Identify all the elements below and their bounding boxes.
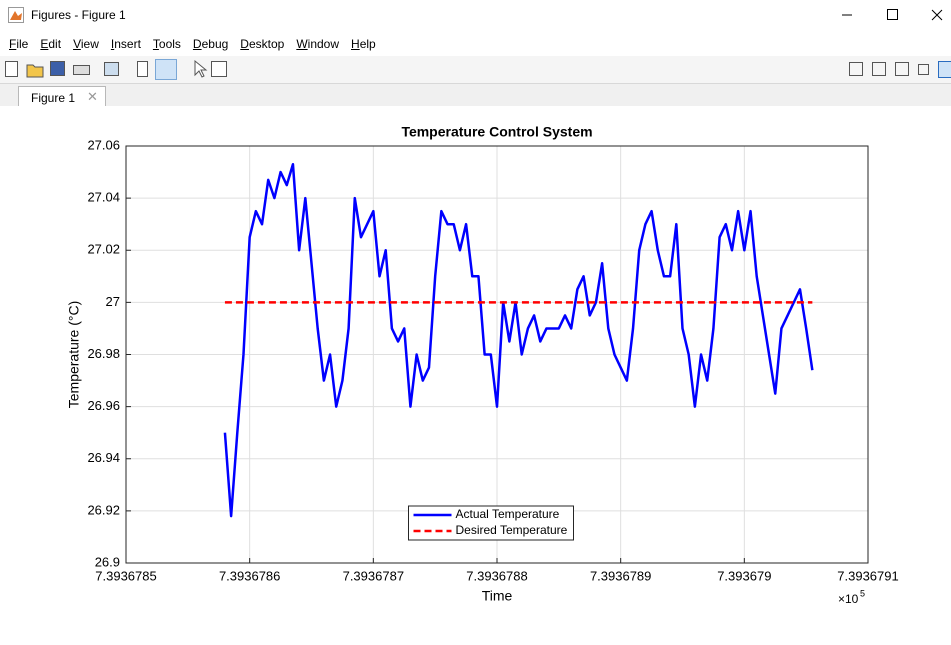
data-line — [223, 162, 814, 518]
x-tick-label: 7.3936786 — [219, 568, 280, 583]
legend-label: Actual Temperature — [456, 507, 560, 521]
maximize-button[interactable] — [887, 9, 898, 20]
y-tick-label: 26.96 — [87, 398, 120, 413]
tab-close[interactable]: ✕ — [87, 89, 98, 104]
y-tick-label: 27.06 — [87, 137, 120, 152]
y-tick-label: 27 — [106, 294, 120, 309]
title-bar: Figures - Figure 1 — [0, 0, 951, 30]
layout-icon[interactable] — [872, 62, 886, 76]
menu-item[interactable]: Window — [296, 37, 340, 51]
x-tick-label: 7.3936787 — [343, 568, 404, 583]
menu-item[interactable]: Help — [351, 37, 376, 51]
colorbar-icon[interactable] — [137, 61, 148, 77]
toolbar-icons — [5, 59, 951, 80]
x-axis-label: Time — [482, 588, 513, 604]
x-tick-label: 7.393679 — [717, 568, 771, 583]
pointer-icon[interactable] — [194, 59, 208, 78]
y-tick-label: 27.04 — [87, 190, 120, 205]
x-scale-label: ×10 — [838, 592, 859, 606]
y-tick-label: 26.98 — [87, 346, 120, 361]
menu-item[interactable]: View — [73, 37, 99, 51]
x-scale-exponent: 5 — [860, 588, 865, 598]
menu-item[interactable]: Insert — [110, 37, 141, 51]
property-icon[interactable] — [211, 61, 227, 77]
menu-item[interactable]: File — [9, 37, 29, 51]
undock-icon[interactable] — [918, 64, 929, 75]
legend-icon[interactable] — [155, 59, 177, 80]
figure-tab[interactable]: Figure 1 ✕ — [18, 86, 106, 107]
y-tick-label: 27.02 — [87, 242, 120, 257]
y-tick-label: 26.94 — [87, 450, 120, 465]
link-icon[interactable] — [104, 62, 119, 76]
menu-item[interactable]: Desktop — [240, 37, 285, 51]
close-button[interactable] — [931, 9, 943, 21]
window-controls — [842, 9, 943, 21]
menu-item[interactable]: Tools — [152, 37, 181, 51]
tab-strip: Figure 1 ✕ — [0, 84, 951, 107]
menu-item[interactable]: Debug — [192, 37, 229, 51]
y-axis-label: Temperature (°C) — [66, 301, 82, 409]
axes-box — [125, 145, 869, 564]
legend-box — [408, 505, 574, 541]
new-icon[interactable] — [5, 61, 18, 77]
layout-icon[interactable] — [849, 62, 863, 76]
save-icon[interactable] — [50, 61, 65, 76]
menu-bar: File Edit View Insert Tools Debug Desktop Windo… — [0, 30, 951, 56]
y-tick-label: 26.92 — [87, 502, 120, 517]
open-icon[interactable] — [26, 64, 44, 78]
legend-label: Desired Temperature — [456, 523, 568, 537]
dock-icon[interactable] — [938, 61, 951, 78]
tab-label: Figure 1 — [31, 91, 76, 105]
y-tick-label: 26.9 — [95, 554, 120, 569]
window-title: Figures - Figure 1 — [31, 8, 126, 22]
x-tick-label: 7.3936785 — [95, 568, 156, 583]
x-tick-label: 7.3936791 — [837, 568, 898, 583]
figure: Temperature Control System Time Temperat… — [0, 106, 951, 645]
print-icon[interactable] — [73, 65, 90, 75]
app-icon — [8, 7, 24, 23]
x-tick-label: 7.3936788 — [466, 568, 527, 583]
x-tick-label: 7.3936789 — [590, 568, 651, 583]
layout-icon[interactable] — [895, 62, 909, 76]
chart-title: Temperature Control System — [401, 124, 592, 140]
toolbar — [0, 56, 951, 84]
menu-item[interactable]: Edit — [40, 37, 62, 51]
